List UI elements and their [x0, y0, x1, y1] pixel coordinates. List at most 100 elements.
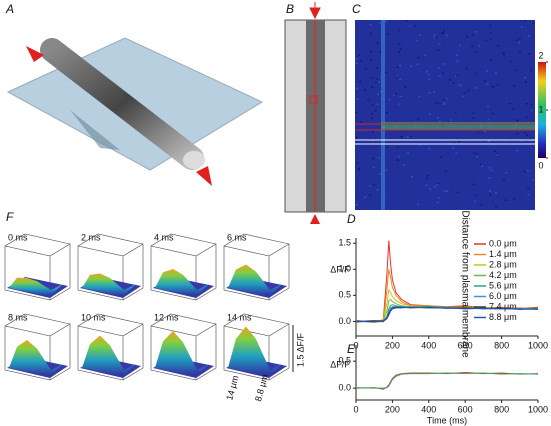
- noise-dot: [443, 190, 446, 192]
- x-tick-label: 1000: [528, 404, 548, 414]
- noise-dot: [512, 198, 515, 200]
- noise-dot: [360, 120, 363, 123]
- legend-label: 8.8 μm: [489, 312, 517, 322]
- noise-dot: [428, 148, 431, 150]
- noise-dot: [385, 169, 388, 172]
- surface-peak: [82, 273, 136, 296]
- noise-dot: [418, 95, 421, 98]
- noise-dot: [371, 130, 374, 133]
- y-tick-label: 0.5: [338, 356, 351, 366]
- legend-label: 6.0 μm: [489, 291, 517, 301]
- legend-label: 0.0 μm: [489, 238, 517, 248]
- noise-dot: [489, 38, 492, 40]
- time-label: 8 ms: [8, 312, 28, 322]
- noise-dot: [486, 105, 489, 108]
- noise-dot: [475, 155, 478, 158]
- y-tick-label: 0.5: [338, 290, 351, 300]
- legend-label: 5.6 μm: [489, 280, 517, 290]
- noise-dot: [495, 206, 498, 208]
- noise-dot: [370, 50, 373, 53]
- colorbar: [538, 62, 546, 158]
- noise-dot: [355, 58, 358, 60]
- noise-dot: [436, 117, 439, 119]
- noise-dot: [518, 51, 521, 54]
- noise-dot: [527, 194, 530, 196]
- noise-dot: [365, 68, 368, 70]
- noise-dot: [530, 109, 533, 112]
- noise-dot: [436, 201, 439, 204]
- noise-dot: [453, 142, 456, 145]
- noise-dot: [478, 45, 481, 47]
- roi: [309, 95, 318, 104]
- noise-dot: [486, 83, 489, 86]
- noise-dot: [367, 98, 370, 101]
- time-label: 14 ms: [227, 312, 252, 322]
- noise-dot: [385, 111, 388, 114]
- noise-dot: [438, 43, 441, 46]
- noise-dot: [484, 80, 487, 82]
- noise-dot: [488, 190, 491, 192]
- noise-dot: [369, 194, 372, 196]
- surface-peak: [155, 269, 209, 296]
- noise-dot: [488, 167, 491, 169]
- noise-dot: [472, 112, 475, 114]
- noise-dot: [359, 59, 362, 62]
- noise-dot: [416, 203, 419, 206]
- noise-dot: [363, 196, 366, 199]
- noise-dot: [371, 104, 374, 106]
- noise-dot: [510, 60, 513, 63]
- noise-dot: [479, 163, 482, 166]
- noise-dot: [516, 149, 519, 152]
- surface-peak: [9, 277, 63, 296]
- noise-dot: [449, 119, 452, 121]
- series-line: [355, 306, 539, 323]
- noise-dot: [528, 35, 531, 38]
- box-frame: [77, 313, 144, 381]
- noise-dot: [495, 154, 498, 156]
- noise-dot: [455, 152, 458, 155]
- noise-dot: [356, 162, 359, 164]
- panel-label: F: [6, 210, 14, 224]
- noise-dot: [452, 82, 455, 84]
- noise-dot: [426, 174, 429, 177]
- noise-dot: [428, 73, 431, 75]
- noise-dot: [411, 175, 414, 178]
- noise-dot: [462, 95, 465, 98]
- noise-dot: [433, 34, 436, 36]
- colorbar-tick-label: 1: [538, 104, 543, 114]
- noise-dot: [502, 51, 505, 54]
- y-tick-label: 0.0: [338, 316, 351, 326]
- noise-dot: [376, 78, 379, 80]
- noise-dot: [398, 29, 401, 32]
- noise-dot: [520, 26, 523, 28]
- noise-dot: [435, 36, 438, 39]
- noise-dot: [398, 103, 401, 105]
- rod-end: [183, 151, 205, 169]
- noise-dot: [438, 102, 441, 105]
- noise-dot: [492, 86, 495, 88]
- legend-label: 7.4 μm: [489, 301, 517, 311]
- noise-dot: [523, 170, 526, 173]
- noise-dot: [407, 152, 410, 154]
- box-frame: [4, 233, 71, 301]
- noise-dot: [488, 140, 491, 142]
- noise-dot: [371, 113, 374, 115]
- noise-dot: [531, 143, 534, 146]
- noise-dot: [458, 140, 461, 143]
- series-line: [355, 371, 539, 390]
- noise-dot: [471, 45, 474, 48]
- noise-dot: [517, 42, 520, 44]
- noise-dot: [525, 103, 528, 105]
- noise-dot: [508, 102, 511, 105]
- x-tick-label: 400: [421, 340, 436, 350]
- noise-dot: [356, 87, 359, 90]
- x-tick-label: 200: [385, 340, 400, 350]
- series-line: [355, 288, 539, 323]
- noise-dot: [439, 156, 442, 158]
- x-tick-label: 400: [421, 404, 436, 414]
- noise-dot: [437, 49, 440, 51]
- noise-dot: [438, 120, 441, 123]
- noise-dot: [404, 86, 407, 88]
- noise-dot: [358, 54, 361, 56]
